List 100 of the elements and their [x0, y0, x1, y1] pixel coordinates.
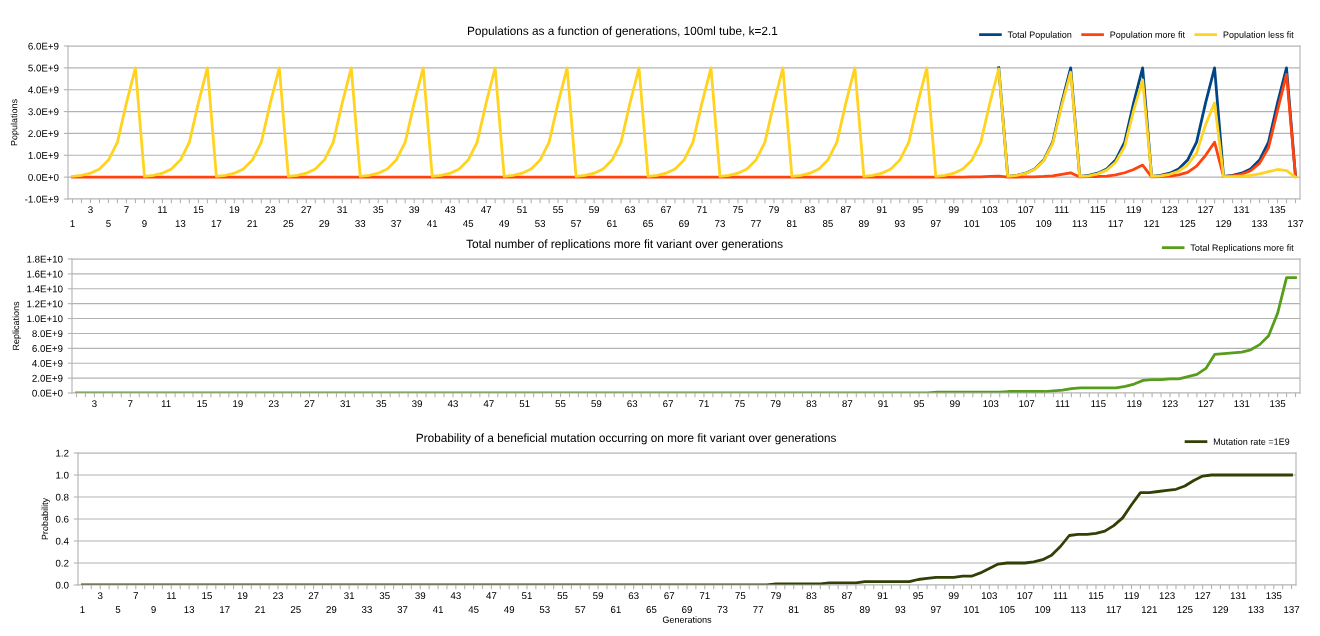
x-tick-label: 131 — [1234, 206, 1250, 214]
legend-label: Mutation rate =1E9 — [1213, 438, 1290, 445]
x-tick-label: 75 — [734, 400, 745, 408]
x-tick-label: 63 — [625, 206, 636, 214]
x-tick-label: 85 — [822, 220, 833, 227]
x-tick-label: 1 — [80, 606, 85, 613]
x-tick-label: 119 — [1127, 400, 1142, 408]
x-tick-label: 37 — [391, 220, 402, 227]
legend-label: Population less fit — [1223, 31, 1294, 40]
x-tick-label: 7 — [128, 400, 133, 407]
x-tick-label: 59 — [589, 206, 600, 214]
x-tick-label: 83 — [806, 400, 817, 408]
x-tick-label: 45 — [462, 220, 474, 227]
x-tick-label: 71 — [699, 400, 709, 407]
y-tick-label: 0.4 — [55, 537, 69, 545]
x-tick-label: 131 — [1234, 400, 1250, 408]
x-tick-label: 135 — [1270, 400, 1286, 408]
x-tick-label: 69 — [682, 606, 692, 613]
x-tick-label: 135 — [1270, 206, 1286, 214]
x-tick-label: 19 — [237, 592, 248, 600]
y-tick-label: 1.8E+10 — [27, 255, 63, 263]
y-tick-label: 1.6E+10 — [27, 270, 63, 278]
x-tick-label: 39 — [415, 592, 426, 600]
x-tick-label: 17 — [220, 606, 230, 613]
x-tick-label: 127 — [1198, 206, 1214, 213]
x-tick-label: 113 — [1072, 220, 1087, 227]
x-tick-label: 61 — [610, 606, 621, 613]
x-tick-label: 125 — [1180, 220, 1196, 227]
x-tick-label: 47 — [486, 592, 497, 599]
x-tick-label: 95 — [914, 400, 925, 408]
x-tick-label: 7 — [124, 206, 129, 213]
x-tick-label: 31 — [337, 206, 348, 214]
chart-title: Probability of a beneficial mutation occurring on more fit variant over generations — [416, 433, 836, 445]
x-tick-label: 85 — [824, 606, 835, 613]
x-tick-label: 83 — [804, 206, 815, 214]
x-tick-label: 65 — [646, 606, 657, 613]
y-tick-label: 0.8 — [55, 493, 69, 501]
x-tick-label: 91 — [878, 400, 889, 408]
x-tick-label: 71 — [699, 592, 710, 599]
x-tick-label: 95 — [913, 592, 924, 600]
x-tick-label: 105 — [999, 606, 1015, 613]
x-tick-label: 43 — [447, 400, 458, 408]
x-tick-label: 57 — [575, 606, 586, 613]
x-tick-label: 127 — [1198, 400, 1214, 407]
x-tick-label: 87 — [842, 592, 852, 600]
x-tick-label: 63 — [628, 592, 639, 600]
x-tick-label: 5 — [115, 606, 121, 613]
x-tick-label: 45 — [468, 606, 479, 613]
y-tick-label: 0.2 — [55, 559, 69, 567]
y-tick-label: 0.0E+0 — [28, 173, 59, 181]
x-tick-label: 3 — [92, 400, 97, 408]
y-tick-label: 1.0E+9 — [28, 152, 59, 159]
x-tick-label: 63 — [627, 400, 638, 408]
x-tick-label: 23 — [273, 592, 284, 600]
x-tick-label: 117 — [1108, 220, 1123, 227]
x-tick-label: 79 — [769, 206, 779, 214]
legend-label: Population more fit — [1110, 31, 1185, 40]
x-tick-label: 67 — [664, 592, 675, 600]
x-tick-label: 57 — [571, 220, 582, 227]
y-tick-label: 6.0E+9 — [32, 345, 63, 352]
x-tick-label: 1 — [70, 220, 75, 227]
x-tick-label: 91 — [877, 592, 888, 600]
x-tick-label: 93 — [895, 606, 906, 613]
x-tick-label: 29 — [326, 606, 337, 613]
x-tick-label: 35 — [379, 592, 390, 600]
x-tick-label: 103 — [981, 592, 997, 600]
x-tick-label: 59 — [591, 400, 602, 408]
x-tick-label: 11 — [158, 206, 167, 213]
y-axis-title: Replications — [12, 301, 21, 350]
x-tick-label: 129 — [1216, 220, 1232, 227]
x-tick-label: 55 — [557, 592, 568, 600]
x-tick-label: 15 — [202, 592, 212, 600]
y-tick-label: 6.0E+9 — [28, 42, 59, 50]
x-tick-label: 9 — [142, 220, 147, 227]
x-tick-label: 25 — [283, 220, 294, 227]
x-tick-label: 89 — [859, 606, 870, 613]
x-tick-label: 69 — [679, 220, 689, 227]
chart-title: Total number of replications more fit variant over generations — [466, 239, 783, 251]
x-tick-label: 29 — [319, 220, 330, 227]
y-tick-label: 8.0E+9 — [32, 330, 63, 338]
x-tick-label: 83 — [806, 592, 817, 600]
x-tick-label: 27 — [304, 400, 315, 407]
x-tick-label: 23 — [268, 400, 279, 408]
x-tick-label: 123 — [1162, 400, 1178, 408]
x-tick-label: 99 — [949, 400, 960, 408]
x-tick-label: 103 — [982, 206, 998, 214]
y-tick-label: 1.2 — [56, 449, 69, 457]
legend-label: Total Replications more fit — [1190, 244, 1294, 253]
x-tick-label: 11 — [161, 400, 171, 407]
x-tick-label: 41 — [427, 220, 438, 227]
x-tick-label: 51 — [521, 592, 532, 600]
x-tick-label: 13 — [175, 220, 186, 227]
y-tick-label: 4.0E+9 — [28, 86, 59, 94]
x-tick-label: 107 — [1017, 592, 1033, 600]
x-tick-label: 67 — [663, 400, 673, 408]
x-tick-label: 101 — [964, 606, 980, 613]
x-tick-label: 95 — [912, 206, 923, 214]
x-tick-label: 81 — [788, 606, 799, 613]
x-tick-label: 77 — [753, 606, 764, 613]
x-tick-label: 99 — [948, 592, 959, 600]
